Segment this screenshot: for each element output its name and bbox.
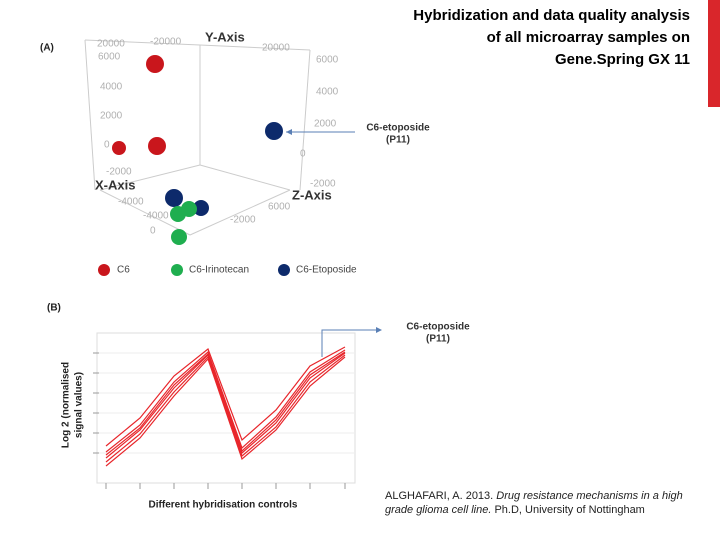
tick-label: 4000 xyxy=(316,87,339,98)
legend-entry: C6 xyxy=(117,265,130,276)
point xyxy=(148,137,166,155)
arrow xyxy=(321,329,380,357)
legend-entry: C6-Irinotecan xyxy=(189,265,249,276)
citation: ALGHAFARI, A. 2013. Drug resistance mech… xyxy=(385,489,705,517)
axis-title: X-Axis xyxy=(95,177,135,192)
profiles xyxy=(105,346,346,467)
legend-swatch xyxy=(98,264,110,276)
annotation: C6-etoposide xyxy=(366,123,430,134)
legend-swatch xyxy=(278,264,290,276)
tick-label: 2000 xyxy=(314,119,337,130)
panel-label: (B) xyxy=(47,303,61,314)
legend-swatch xyxy=(171,264,183,276)
annotation: C6-etoposide xyxy=(406,322,470,333)
tick-label: 2000 xyxy=(100,111,123,122)
panel-label: (A) xyxy=(40,43,54,54)
tick-label: 20000 xyxy=(262,43,290,54)
arrow-head xyxy=(286,129,292,135)
tick-label: 6000 xyxy=(268,202,291,213)
axis-title: Z-Axis xyxy=(292,187,332,202)
tick-label: 0 xyxy=(150,226,156,237)
citation-author: ALGHAFARI, A. 2013. xyxy=(385,490,494,502)
tick-label: 4000 xyxy=(100,82,123,93)
tick-labels: 20000 -200006000400020000-200060004000200… xyxy=(97,37,339,237)
point xyxy=(112,141,126,155)
point xyxy=(171,229,187,245)
tick-label: -2000 xyxy=(310,179,336,190)
axis-title: signal values) xyxy=(74,372,85,438)
axis-title: Y-Axis xyxy=(205,29,245,44)
plot-frame xyxy=(93,332,356,484)
citation-rest: Ph.D, University of Nottingham xyxy=(494,504,645,516)
x-ticks xyxy=(105,483,346,489)
tick-label: -2000 xyxy=(106,167,132,178)
legend: C6 C6-Irinotecan C6-Etoposide xyxy=(98,264,357,276)
legend-entry: C6-Etoposide xyxy=(296,265,357,276)
point xyxy=(193,200,209,216)
points xyxy=(112,55,283,245)
tick-label: 6000 xyxy=(98,52,121,63)
tick-label: -2000 xyxy=(230,215,256,226)
arrow-head xyxy=(376,327,382,333)
title-line: of all microarray samples on xyxy=(487,29,690,46)
axes-3d xyxy=(84,39,311,236)
tick-label: -20000 xyxy=(150,37,182,48)
point xyxy=(265,122,283,140)
axis-title: Different hybridisation controls xyxy=(149,500,298,511)
title-line: Gene.Spring GX 11 xyxy=(555,51,690,68)
tick-label: -4000 xyxy=(143,211,169,222)
point xyxy=(165,189,183,207)
axis-title: Log 2 (normalised xyxy=(61,362,72,448)
annotation: (P11) xyxy=(426,334,450,345)
tick-label: -4000 xyxy=(118,197,144,208)
citation-work: Drug resistance mechanisms in a high gra… xyxy=(385,490,683,516)
tick-label: 0 xyxy=(300,149,306,160)
point xyxy=(181,201,197,217)
tick-label: 6000 xyxy=(316,55,339,66)
annotation: (P11) xyxy=(386,135,410,146)
tick-label: 20000 xyxy=(97,39,125,50)
title-line: Hybridization and data quality analysis xyxy=(413,7,690,24)
point xyxy=(146,55,164,73)
tick-label: 0 xyxy=(104,140,110,151)
title: Hybridization and data quality analysis … xyxy=(413,7,690,68)
accent-bar xyxy=(708,0,720,107)
